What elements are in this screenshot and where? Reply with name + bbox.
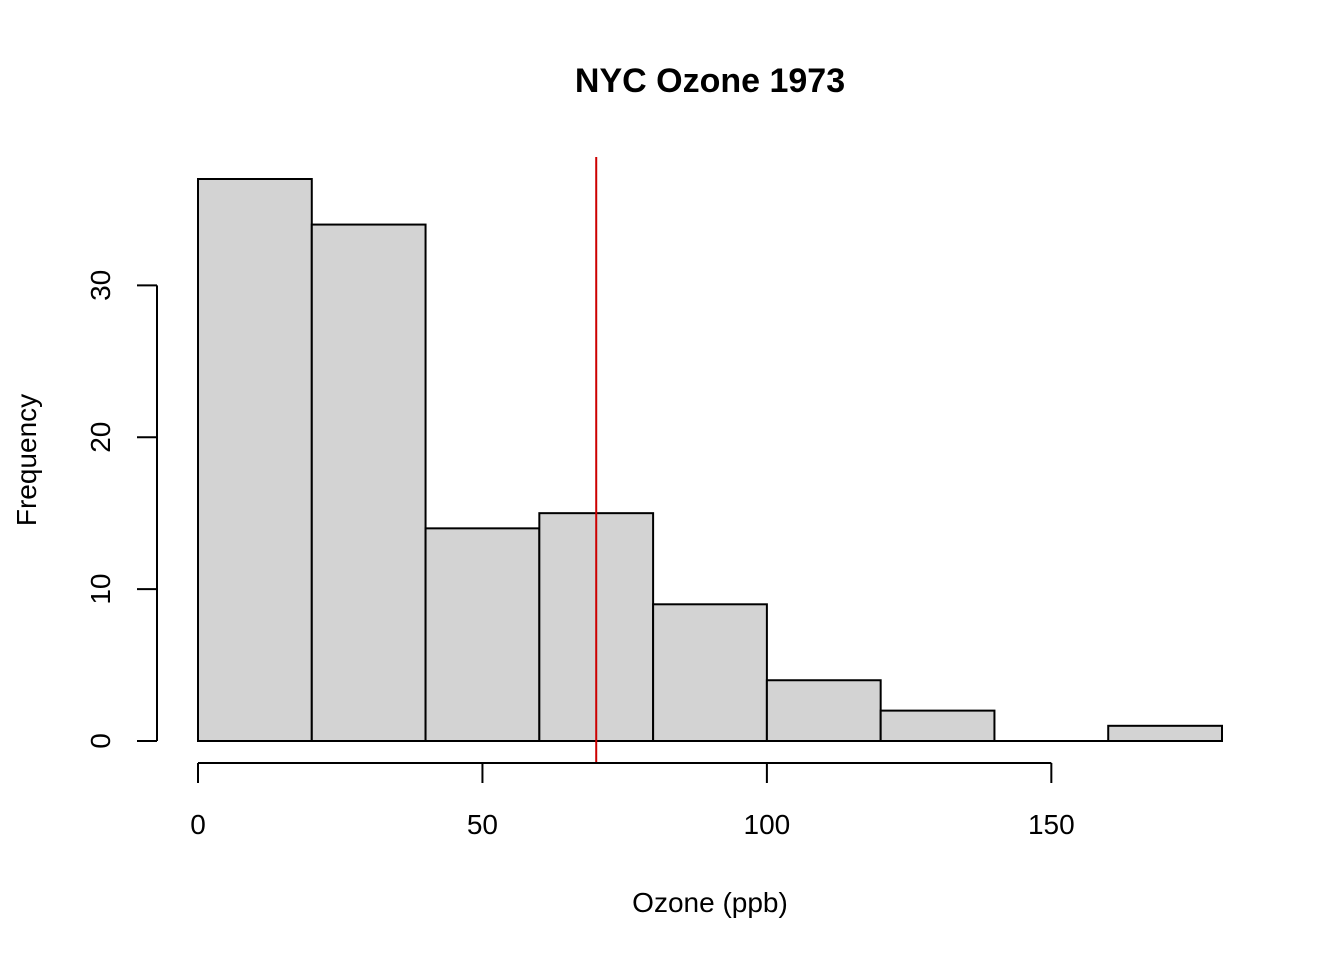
- histogram-bar: [424, 527, 541, 743]
- y-tick-label: 20: [85, 422, 116, 453]
- y-tick-label: 30: [85, 270, 116, 301]
- y-axis: 0 10 20 30: [85, 270, 158, 749]
- histogram-bar: [879, 709, 996, 743]
- histogram-bar: [1107, 724, 1223, 742]
- x-axis: 0 50 100 150: [190, 762, 1075, 840]
- y-axis-label: Frequency: [11, 394, 42, 526]
- x-tick-label: 150: [1028, 809, 1075, 840]
- histogram-bar: [765, 679, 882, 742]
- x-tick-label: 0: [190, 809, 206, 840]
- bars-layer: [197, 178, 1223, 743]
- chart-title: NYC Ozone 1973: [575, 62, 845, 100]
- y-tick-label: 10: [85, 574, 116, 605]
- histogram-bar: [652, 603, 768, 742]
- y-tick-label: 0: [85, 733, 116, 749]
- x-tick-label: 50: [467, 809, 498, 840]
- histogram-bar: [197, 178, 313, 742]
- x-axis-label: Ozone (ppb): [632, 887, 788, 918]
- x-tick-label: 100: [744, 809, 791, 840]
- histogram-bar: [310, 223, 427, 742]
